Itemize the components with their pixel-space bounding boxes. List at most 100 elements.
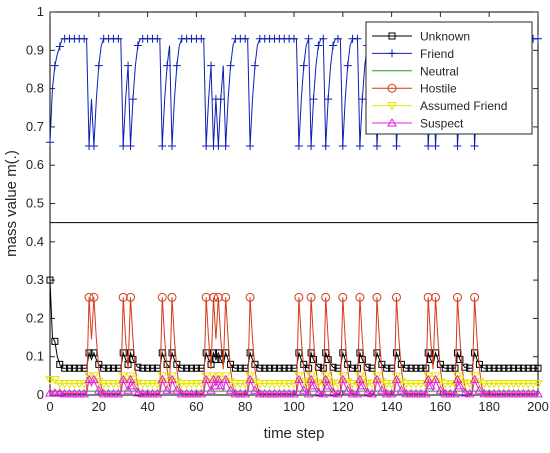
marker-plus bbox=[424, 142, 433, 151]
marker-triangle-up bbox=[298, 385, 309, 394]
y-tick-label: 0.7 bbox=[26, 119, 44, 134]
marker-triangle-down bbox=[484, 380, 495, 389]
x-tick-label: 40 bbox=[140, 399, 154, 414]
marker-square bbox=[129, 356, 137, 364]
marker-plus bbox=[126, 142, 135, 151]
marker-triangle-up bbox=[533, 388, 543, 398]
marker-triangle-up bbox=[391, 374, 402, 384]
marker-triangle-up bbox=[79, 388, 90, 398]
marker-triangle-up bbox=[513, 388, 524, 398]
marker-triangle-up bbox=[230, 388, 241, 398]
marker-triangle-up bbox=[401, 388, 412, 398]
marker-triangle-up bbox=[225, 385, 236, 394]
marker-triangle-down bbox=[79, 380, 90, 389]
marker-triangle-up bbox=[489, 388, 499, 398]
marker-plus bbox=[321, 142, 330, 151]
marker-triangle-down bbox=[235, 380, 246, 389]
marker-square bbox=[471, 349, 479, 357]
marker-square bbox=[119, 349, 127, 357]
marker-triangle-up bbox=[342, 385, 353, 394]
marker-triangle-up bbox=[320, 374, 331, 384]
marker-triangle-up bbox=[474, 385, 485, 394]
marker-square bbox=[310, 356, 318, 364]
marker-triangle-down bbox=[176, 380, 187, 389]
marker-square bbox=[70, 364, 78, 372]
marker-triangle-up bbox=[494, 388, 504, 398]
marker-square bbox=[441, 364, 449, 372]
marker-triangle-up bbox=[113, 388, 124, 398]
marker-plus bbox=[197, 34, 206, 43]
marker-square bbox=[322, 349, 330, 357]
x-tick-label: 140 bbox=[381, 399, 403, 414]
marker-triangle-down bbox=[89, 372, 99, 381]
marker-plus bbox=[294, 142, 303, 151]
marker-triangle-down bbox=[328, 379, 338, 389]
marker-square bbox=[305, 364, 313, 372]
marker-square bbox=[388, 32, 396, 40]
marker-square bbox=[456, 356, 464, 364]
marker-circle bbox=[245, 292, 255, 302]
marker-triangle-up bbox=[289, 388, 299, 398]
x-tick-label: 60 bbox=[189, 399, 203, 414]
marker-triangle-up bbox=[484, 388, 495, 398]
marker-triangle-up bbox=[152, 388, 163, 398]
marker-triangle-up bbox=[213, 374, 224, 384]
marker-triangle-up bbox=[201, 374, 212, 384]
marker-triangle-down bbox=[279, 380, 290, 389]
marker-triangle-down bbox=[59, 380, 70, 389]
marker-triangle-up bbox=[69, 388, 80, 398]
marker-circle bbox=[167, 292, 177, 302]
marker-plus bbox=[343, 61, 352, 70]
marker-triangle-up bbox=[98, 388, 109, 398]
marker-plus bbox=[431, 142, 440, 151]
marker-triangle-up bbox=[308, 380, 319, 390]
marker-triangle-up bbox=[355, 374, 365, 384]
marker-plus bbox=[94, 61, 103, 70]
marker-triangle-up bbox=[186, 388, 197, 398]
series-hostile bbox=[50, 292, 538, 394]
marker-plus bbox=[372, 142, 381, 151]
marker-square bbox=[105, 364, 113, 372]
marker-triangle-down bbox=[528, 380, 538, 389]
marker-square bbox=[529, 364, 537, 372]
x-tick-label: 0 bbox=[46, 399, 53, 414]
marker-triangle-down bbox=[98, 380, 109, 389]
marker-plus bbox=[453, 142, 462, 151]
marker-square bbox=[66, 364, 74, 372]
marker-triangle-down bbox=[186, 380, 197, 389]
marker-triangle-up bbox=[123, 385, 133, 394]
marker-plus bbox=[172, 61, 181, 70]
marker-square bbox=[183, 364, 191, 372]
marker-triangle-up bbox=[157, 374, 168, 384]
marker-triangle-up bbox=[306, 374, 316, 384]
marker-triangle-up bbox=[93, 385, 104, 394]
legend-label: Suspect bbox=[420, 117, 464, 131]
marker-square bbox=[236, 364, 244, 372]
x-tick-label: 20 bbox=[92, 399, 106, 414]
marker-plus bbox=[333, 34, 342, 43]
marker-triangle-up bbox=[435, 385, 446, 394]
marker-square bbox=[212, 356, 220, 364]
marker-triangle-up bbox=[215, 380, 226, 390]
series-suspect bbox=[45, 374, 543, 398]
marker-triangle-down bbox=[54, 380, 65, 389]
marker-triangle-up bbox=[498, 388, 509, 398]
marker-square bbox=[275, 364, 283, 372]
marker-triangle-up bbox=[420, 388, 431, 398]
marker-square bbox=[246, 349, 254, 357]
marker-triangle-down bbox=[254, 380, 265, 389]
marker-square bbox=[422, 364, 430, 372]
x-axis-label: time step bbox=[264, 425, 325, 442]
marker-triangle-up bbox=[406, 388, 416, 398]
marker-triangle-up bbox=[128, 380, 138, 390]
series-line bbox=[50, 297, 538, 394]
marker-triangle-down bbox=[294, 372, 304, 381]
y-tick-label: 0.6 bbox=[26, 157, 44, 172]
marker-triangle-up bbox=[362, 387, 373, 397]
marker-triangle-up bbox=[279, 388, 290, 398]
marker-triangle-down bbox=[523, 380, 534, 389]
marker-triangle-up bbox=[142, 388, 153, 398]
marker-triangle-up bbox=[318, 388, 329, 398]
marker-triangle-up bbox=[387, 117, 397, 127]
